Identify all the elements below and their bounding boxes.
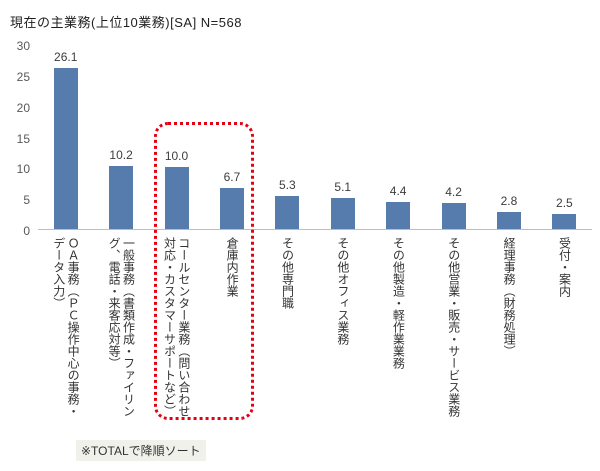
x-label-cell: 受付・案内 [537, 230, 592, 422]
bar [386, 202, 410, 229]
y-tick-label: 0 [23, 224, 30, 238]
bar [54, 68, 78, 229]
y-tick-label: 5 [23, 193, 30, 207]
bar [497, 212, 521, 229]
bar-slot: 2.5 [537, 45, 592, 229]
x-label-cell: その他専門職 [260, 230, 315, 422]
bar [331, 198, 355, 229]
bar-slot: 10.2 [93, 45, 148, 229]
y-tick-label: 25 [17, 70, 30, 84]
x-axis-category-label: 一般事務（書類作成・ファイリング、電話・来客応対等） [107, 237, 136, 417]
y-tick-label: 15 [17, 132, 30, 146]
bar-slot: 6.7 [204, 45, 259, 229]
x-axis-category-label: コールセンター業務（問い合わせ対応・カスタマーサポートなど） [162, 237, 191, 417]
x-label-cell: コールセンター業務（問い合わせ対応・カスタマーサポートなど） [149, 230, 204, 422]
bar-value-label: 2.5 [556, 196, 573, 210]
bar-value-label: 10.0 [165, 149, 188, 163]
bar-chart: 051015202530 26.110.210.06.75.35.14.44.2… [8, 45, 592, 422]
bar-value-label: 26.1 [54, 50, 77, 64]
y-tick-label: 30 [17, 39, 30, 53]
bar-value-label: 5.1 [334, 180, 351, 194]
bar-value-label: 4.2 [445, 185, 462, 199]
bar [442, 203, 466, 229]
x-axis-category-label: その他営業・販売・サービス業務 [446, 237, 460, 417]
bar [275, 196, 299, 229]
bar-slot: 2.8 [481, 45, 536, 229]
x-axis-category-label: その他製造・軽作業業務 [391, 237, 405, 369]
x-axis-category-label: ＯＡ事務（ＰＣ操作中心の事務・データ入力） [51, 237, 80, 417]
bar-slot: 5.3 [260, 45, 315, 229]
x-axis-category-label: その他専門職 [280, 237, 294, 309]
bar-slot: 10.0 [149, 45, 204, 229]
x-axis-category-label: 受付・案内 [557, 237, 571, 297]
bar-value-label: 2.8 [501, 194, 518, 208]
bar-slot: 4.4 [370, 45, 425, 229]
bar [109, 166, 133, 229]
y-axis: 051015202530 [8, 45, 38, 231]
bar [220, 188, 244, 229]
x-labels: ＯＡ事務（ＰＣ操作中心の事務・データ入力） 一般事務（書類作成・ファイリング、電話… [38, 230, 592, 422]
bar-value-label: 10.2 [109, 148, 132, 162]
x-axis-category-label: その他オフィス業務 [336, 237, 350, 345]
x-label-cell: その他製造・軽作業業務 [370, 230, 425, 422]
sort-note: ※TOTALで降順ソート [76, 440, 206, 461]
bar-slot: 4.2 [426, 45, 481, 229]
bar [552, 214, 576, 229]
bar-value-label: 5.3 [279, 178, 296, 192]
y-tick-label: 10 [17, 162, 30, 176]
x-label-cell: 経理事務（財務処理） [481, 230, 536, 422]
chart-title: 現在の主業務(上位10業務)[SA] N=568 [10, 12, 592, 31]
bar-slot: 5.1 [315, 45, 370, 229]
x-label-cell: 一般事務（書類作成・ファイリング、電話・来客応対等） [93, 230, 148, 422]
x-axis-category-label: 倉庫内作業 [225, 237, 239, 297]
x-label-cell: 倉庫内作業 [204, 230, 259, 422]
bar-value-label: 6.7 [224, 170, 241, 184]
plot-area: 26.1 10.2 10.0 6.7 5.3 5.1 4.4 4.2 2.8 2.5 [38, 45, 592, 230]
chart-page: 現在の主業務(上位10業務)[SA] N=568 0 5 10 15 20 25 30 26… [0, 0, 600, 471]
bar-slot: 26.1 [38, 45, 93, 229]
plot-wrap: 26.1 10.2 10.0 6.7 5.3 5.1 4.4 4.2 2.8 2.5 ＯＡ事務（Ｐ… [38, 45, 592, 422]
bar [165, 167, 189, 229]
x-label-cell: その他オフィス業務 [315, 230, 370, 422]
y-tick-label: 20 [17, 101, 30, 115]
x-label-cell: その他営業・販売・サービス業務 [426, 230, 481, 422]
x-axis-category-label: 経理事務（財務処理） [502, 237, 516, 357]
bar-value-label: 4.4 [390, 184, 407, 198]
x-label-cell: ＯＡ事務（ＰＣ操作中心の事務・データ入力） [38, 230, 93, 422]
